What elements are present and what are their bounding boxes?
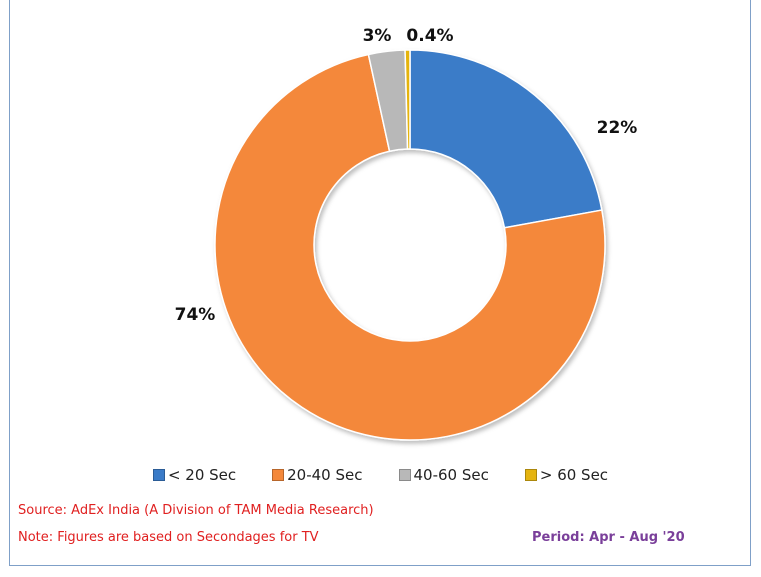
data-label-lt20: 22%	[597, 118, 638, 138]
legend: < 20 Sec 20-40 Sec 40-60 Sec > 60 Sec	[0, 466, 761, 484]
legend-swatch-lt20	[152, 469, 165, 481]
data-labels: 22% 74% 3% 0.4%	[175, 26, 638, 325]
data-label-20-40: 74%	[175, 305, 216, 325]
note-text: Note: Figures are based on Secondages fo…	[18, 530, 319, 545]
legend-label-40-60: 40-60 Sec	[413, 466, 489, 484]
legend-label-20-40: 20-40 Sec	[287, 466, 363, 484]
slice-lt20	[409, 49, 603, 229]
data-label-gt60: 0.4%	[406, 26, 453, 46]
legend-label-gt60: > 60 Sec	[539, 466, 609, 484]
legend-swatch-20-40	[272, 469, 285, 481]
legend-swatch-gt60	[524, 469, 537, 481]
slice-20-40	[214, 53, 606, 441]
slice-gt60	[404, 49, 411, 150]
data-label-40-60: 3%	[363, 26, 392, 46]
legend-item-gt60: > 60 Sec	[524, 466, 609, 484]
legend-item-lt20: < 20 Sec	[152, 466, 237, 484]
donut-slices	[214, 49, 606, 441]
period-text: Period: Apr - Aug '20	[532, 530, 685, 545]
legend-item-20-40: 20-40 Sec	[272, 466, 363, 484]
source-text: Source: AdEx India (A Division of TAM Me…	[18, 503, 374, 518]
legend-label-lt20: < 20 Sec	[167, 466, 237, 484]
chart-frame	[9, 0, 751, 566]
legend-swatch-40-60	[398, 469, 411, 481]
legend-item-40-60: 40-60 Sec	[398, 466, 489, 484]
